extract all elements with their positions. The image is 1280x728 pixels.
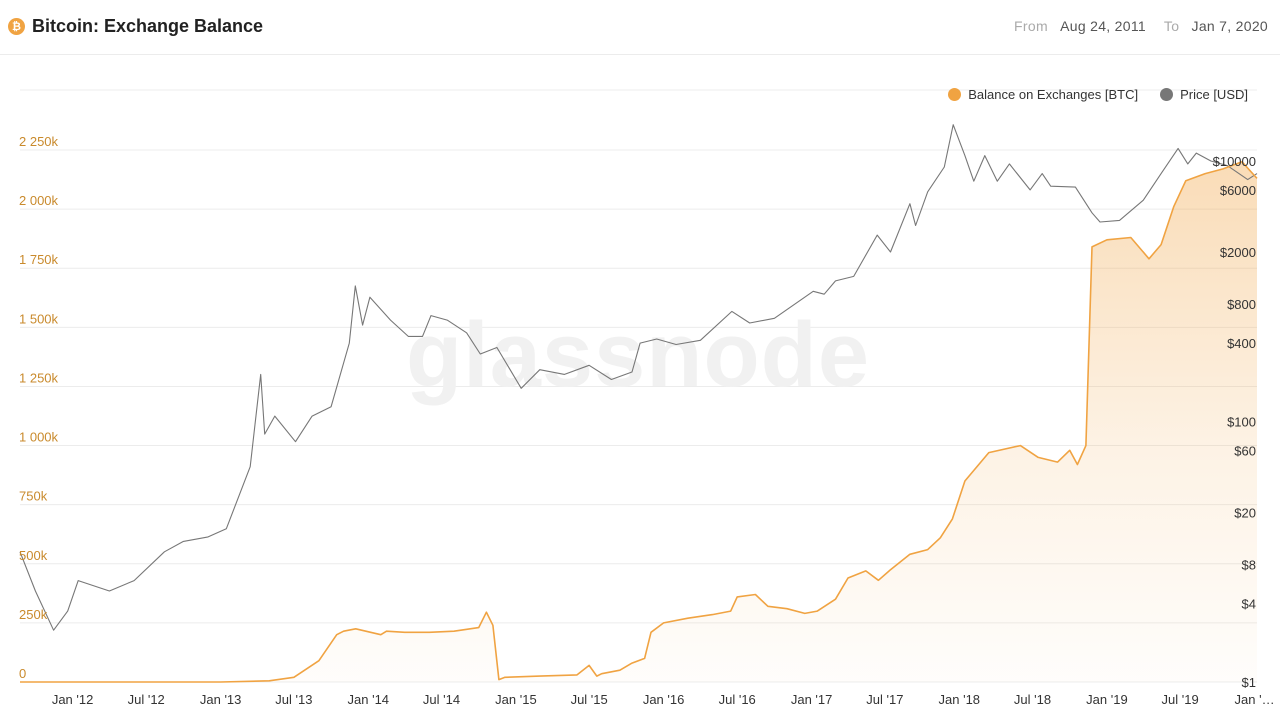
watermark: glassnode (406, 304, 870, 406)
chart-header: ₿ Bitcoin: Exchange Balance From Aug 24,… (0, 0, 1280, 55)
price-legend-swatch (1160, 88, 1174, 101)
y-right-tick-label: $2000 (1220, 245, 1256, 260)
y-right-tick-label: $800 (1227, 297, 1256, 312)
x-tick-label: Jul '17 (866, 692, 903, 707)
legend-item-balance[interactable]: Balance on Exchanges [BTC] (948, 87, 1138, 102)
x-tick-label: Jan '15 (495, 692, 537, 707)
balance-area-layer (20, 161, 1257, 683)
x-tick-label: Jul '18 (1014, 692, 1051, 707)
y-right-tick-label: $100 (1227, 415, 1256, 430)
from-label: From (1014, 18, 1048, 34)
x-tick-label: Jan '18 (939, 692, 981, 707)
x-tick-label: Jul '12 (128, 692, 165, 707)
x-axis: Jan '12 Jul '12 Jan '13 Jul '13 Jan '14 Jul '… (52, 692, 1275, 707)
y-left-tick-label: 500k (19, 548, 48, 563)
x-tick-label: Jul '16 (719, 692, 756, 707)
legend-label-price: Price [USD] (1180, 87, 1248, 102)
x-tick-label: Jul '15 (571, 692, 608, 707)
to-date-picker[interactable]: Jan 7, 2020 (1191, 18, 1268, 34)
to-label: To (1163, 18, 1180, 34)
x-tick-label: Jan '14 (348, 692, 390, 707)
legend-label-balance: Balance on Exchanges [BTC] (968, 87, 1139, 102)
x-tick-label: Jul '19 (1162, 692, 1199, 707)
exchange-balance-chart: glassnode 0 250k 500k 750k 1 000k 1 250k 1 500… (19, 89, 1275, 707)
x-tick-label: Jan '… (1235, 692, 1275, 707)
y-right-tick-label: $1 (1242, 675, 1256, 690)
balance-area-fill (20, 161, 1257, 683)
y-left-tick-label: 250k (19, 607, 48, 622)
x-tick-label: Jan '17 (791, 692, 833, 707)
balance-series-line (20, 161, 1258, 683)
right-axis: $1 $4 $8 $20 $60 $100 $400 $800 $2000 $6000 $10000 (1213, 154, 1256, 690)
line-layer (19, 124, 1258, 683)
x-tick-label: Jul '13 (275, 692, 312, 707)
x-tick-label: Jan '19 (1086, 692, 1128, 707)
y-left-tick-label: 1 000k (19, 430, 59, 445)
y-left-tick-label: 1 750k (19, 252, 59, 267)
x-tick-label: Jan '13 (200, 692, 242, 707)
y-left-tick-label: 2 000k (19, 193, 59, 208)
y-right-tick-label: $20 (1234, 506, 1256, 521)
left-axis: 0 250k 500k 750k 1 000k 1 250k 1 500k 1 750k 2 0… (19, 134, 59, 681)
y-right-tick-label: $60 (1234, 443, 1256, 458)
y-right-tick-label: $6000 (1220, 183, 1256, 198)
page-title: Bitcoin: Exchange Balance (32, 16, 264, 36)
y-right-tick-label: $4 (1242, 597, 1256, 612)
date-range: From Aug 24, 2011 To Jan 7, 2020 (1014, 18, 1268, 34)
y-left-tick-label: 1 500k (19, 311, 59, 326)
x-tick-label: Jul '14 (423, 692, 460, 707)
x-tick-label: Jan '12 (52, 692, 94, 707)
y-left-tick-label: 1 250k (19, 370, 59, 385)
y-right-tick-label: $8 (1242, 557, 1256, 572)
price-series-line (19, 124, 1258, 631)
from-date-picker[interactable]: Aug 24, 2011 (1060, 18, 1146, 34)
x-tick-label: Jan '16 (643, 692, 685, 707)
chart-legend: Balance on Exchanges [BTC] Price [USD] (948, 87, 1248, 102)
y-left-tick-label: 2 250k (19, 134, 59, 149)
y-left-tick-label: 750k (19, 489, 48, 504)
legend-item-price[interactable]: Price [USD] (1160, 87, 1248, 102)
y-right-tick-label: $400 (1227, 336, 1256, 351)
bitcoin-icon: ₿ (8, 18, 25, 35)
y-right-tick-label: $10000 (1213, 154, 1256, 169)
y-left-tick-label: 0 (19, 666, 26, 681)
balance-legend-swatch (948, 88, 962, 101)
